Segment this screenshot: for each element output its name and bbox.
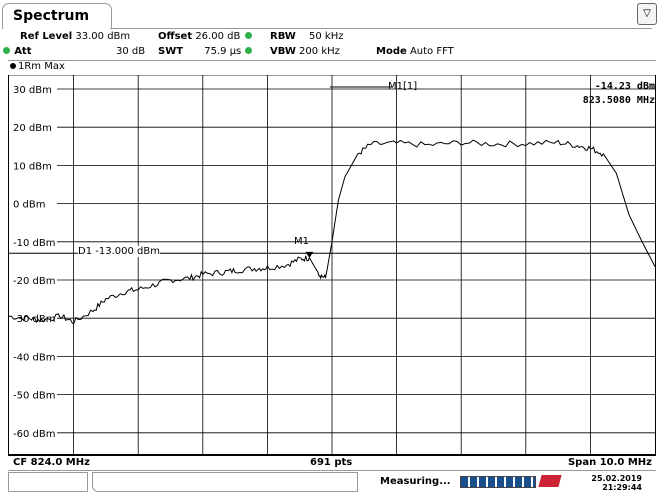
ref-level-value: 33.00 dBm xyxy=(75,31,131,42)
axis-footer: CF 824.0 MHz 691 pts Span 10.0 MHz xyxy=(8,455,656,471)
y-tick-label: -40 dBm xyxy=(13,352,55,363)
ref-level-label: Ref Level xyxy=(20,31,73,42)
swt-label: SWT xyxy=(158,46,184,57)
att-status-dot-icon xyxy=(3,47,10,54)
rbw-status-dot-icon xyxy=(244,32,252,39)
marker-m1-label: M1 xyxy=(294,236,309,247)
status-message: Measuring... xyxy=(380,476,451,487)
display-line-label: D1 -13.000 dBm xyxy=(78,246,160,257)
measure-progress-bar xyxy=(460,476,536,488)
y-tick-label: 10 dBm xyxy=(13,161,52,172)
sweep-points: 691 pts xyxy=(310,457,353,468)
vbw-status-dot-icon xyxy=(245,47,253,54)
status-time: 21:29:44 xyxy=(602,483,642,492)
vbw-setting[interactable]: VBW 200 kHz xyxy=(270,46,340,57)
vbw-value: 200 kHz xyxy=(299,46,340,57)
att-setting[interactable]: Att xyxy=(2,46,32,57)
spectrum-tab-label: Spectrum xyxy=(13,8,90,24)
y-tick-label: -50 dBm xyxy=(13,391,55,402)
marker-frequency: 823.5080 MHz xyxy=(582,95,655,106)
y-tick-label: 0 dBm xyxy=(13,200,46,211)
center-frequency: CF 824.0 MHz xyxy=(13,457,90,468)
rbw-setting[interactable]: RBW 50 kHz xyxy=(270,31,343,42)
y-tick-label: -60 dBm xyxy=(13,429,55,440)
y-tick-label: 20 dBm xyxy=(13,123,52,134)
rbw-label: RBW xyxy=(270,31,296,42)
att-label: Att xyxy=(14,46,32,57)
status-field-2[interactable] xyxy=(92,472,358,492)
marker-name: M1[1] xyxy=(388,81,418,92)
status-bar: Measuring... 25.02.2019 21:29:44 xyxy=(8,472,656,496)
y-tick-label: -20 dBm xyxy=(13,276,55,287)
rbw-value: 50 kHz xyxy=(309,31,344,42)
trace-window-label: 1Rm Max xyxy=(18,61,65,72)
status-datetime: 25.02.2019 21:29:44 xyxy=(574,474,642,492)
measure-progress-fill xyxy=(461,477,535,487)
swt-setting[interactable]: SWT 75.9 µs xyxy=(158,46,253,57)
spectrum-tab[interactable]: Spectrum xyxy=(2,3,112,29)
rs-logo-icon xyxy=(538,475,562,487)
trace-1-line xyxy=(8,139,656,325)
att-value: 30 dB xyxy=(116,46,146,57)
status-field-1[interactable] xyxy=(8,472,88,492)
mode-setting[interactable]: Mode Auto FFT xyxy=(376,46,454,57)
offset-label: Offset xyxy=(158,31,193,42)
marker-level: -14.23 dBm xyxy=(594,81,655,92)
marker-m1-triangle-icon[interactable] xyxy=(305,251,314,258)
status-date: 25.02.2019 xyxy=(591,474,642,483)
mode-label: Mode xyxy=(376,46,407,57)
tab-divider xyxy=(110,28,652,29)
y-tick-label: 30 dBm xyxy=(13,85,52,96)
vbw-label: VBW xyxy=(270,46,296,57)
y-tick-label: -10 dBm xyxy=(13,238,55,249)
trace-indicator-icon xyxy=(10,62,16,69)
offset-setting[interactable]: Offset 26.00 dB xyxy=(158,31,253,42)
offset-value: 26.00 dB xyxy=(195,31,241,42)
toolbar-toggle-icon[interactable]: ▽ xyxy=(637,3,657,25)
swt-value: 75.9 µs xyxy=(204,46,242,57)
span-value: Span 10.0 MHz xyxy=(567,457,652,468)
y-tick-label: -30 dBm xyxy=(13,314,55,325)
mode-value: Auto FFT xyxy=(409,46,454,57)
ref-level-setting[interactable]: Ref Level 33.00 dBm xyxy=(20,31,130,42)
